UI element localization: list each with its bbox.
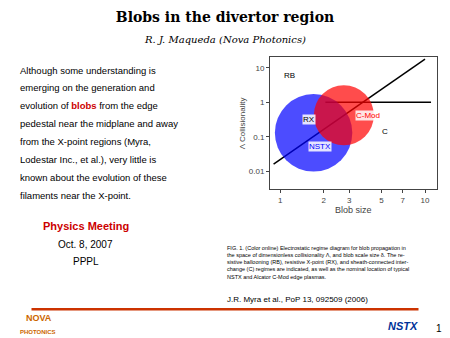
svg-text:from the X-point regions (Myra: from the X-point regions (Myra,	[20, 136, 151, 147]
svg-text:known about the evolution of t: known about the evolution of these	[20, 172, 167, 183]
svg-text:PPPL: PPPL	[73, 256, 99, 267]
svg-text:FIG. 1. (Color online) Electro: FIG. 1. (Color online) Electrostatic reg…	[227, 245, 409, 280]
svg-text:Blob size: Blob size	[335, 205, 372, 215]
svg-text:Blobs in the divertor region: Blobs in the divertor region	[116, 9, 334, 25]
svg-text:2: 2	[322, 196, 327, 205]
svg-text:10: 10	[421, 196, 430, 205]
svg-text:R. J. Maqueda (Nova Photonics): R. J. Maqueda (Nova Photonics)	[144, 34, 306, 45]
svg-text:Oct. 8, 2007: Oct. 8, 2007	[58, 239, 113, 250]
svg-text:0.01: 0.01	[249, 167, 265, 176]
svg-text:NSTX: NSTX	[309, 142, 331, 151]
svg-text:Although some understanding is: Although some understanding is	[20, 65, 156, 76]
svg-text:pedestal near the midplane and: pedestal near the midplane and away	[20, 118, 178, 129]
svg-text:NSTX: NSTX	[388, 320, 418, 332]
svg-text:3: 3	[347, 196, 352, 205]
svg-text:C-Mod: C-Mod	[356, 111, 380, 120]
svg-text:RB: RB	[284, 71, 295, 80]
svg-text:Lodestar Inc., et al.), very l: Lodestar Inc., et al.), very little is	[20, 154, 156, 165]
svg-text:Λ Collisionality: Λ Collisionality	[238, 98, 247, 150]
svg-text:1: 1	[260, 98, 265, 107]
svg-text:1: 1	[436, 323, 442, 334]
svg-text:7: 7	[400, 196, 405, 205]
svg-text:1: 1	[278, 196, 283, 205]
svg-text:PHOTONICS: PHOTONICS	[20, 329, 56, 335]
svg-text:filaments near the X-point.: filaments near the X-point.	[20, 190, 131, 201]
svg-text:emerging on the generation and: emerging on the generation and	[20, 82, 155, 93]
svg-text:J.R. Myra et al., PoP 13, 0925: J.R. Myra et al., PoP 13, 092509 (2006)	[227, 295, 368, 304]
svg-text:Physics Meeting: Physics Meeting	[43, 220, 129, 232]
svg-text:C: C	[382, 127, 388, 136]
svg-text:0.1: 0.1	[253, 133, 265, 142]
svg-text:RX: RX	[303, 115, 315, 124]
svg-text:NOVA: NOVA	[26, 313, 52, 323]
svg-text:evolution of blobs from the ed: evolution of blobs from the edge	[20, 100, 158, 111]
svg-text:5: 5	[379, 196, 384, 205]
svg-text:10: 10	[255, 64, 264, 73]
